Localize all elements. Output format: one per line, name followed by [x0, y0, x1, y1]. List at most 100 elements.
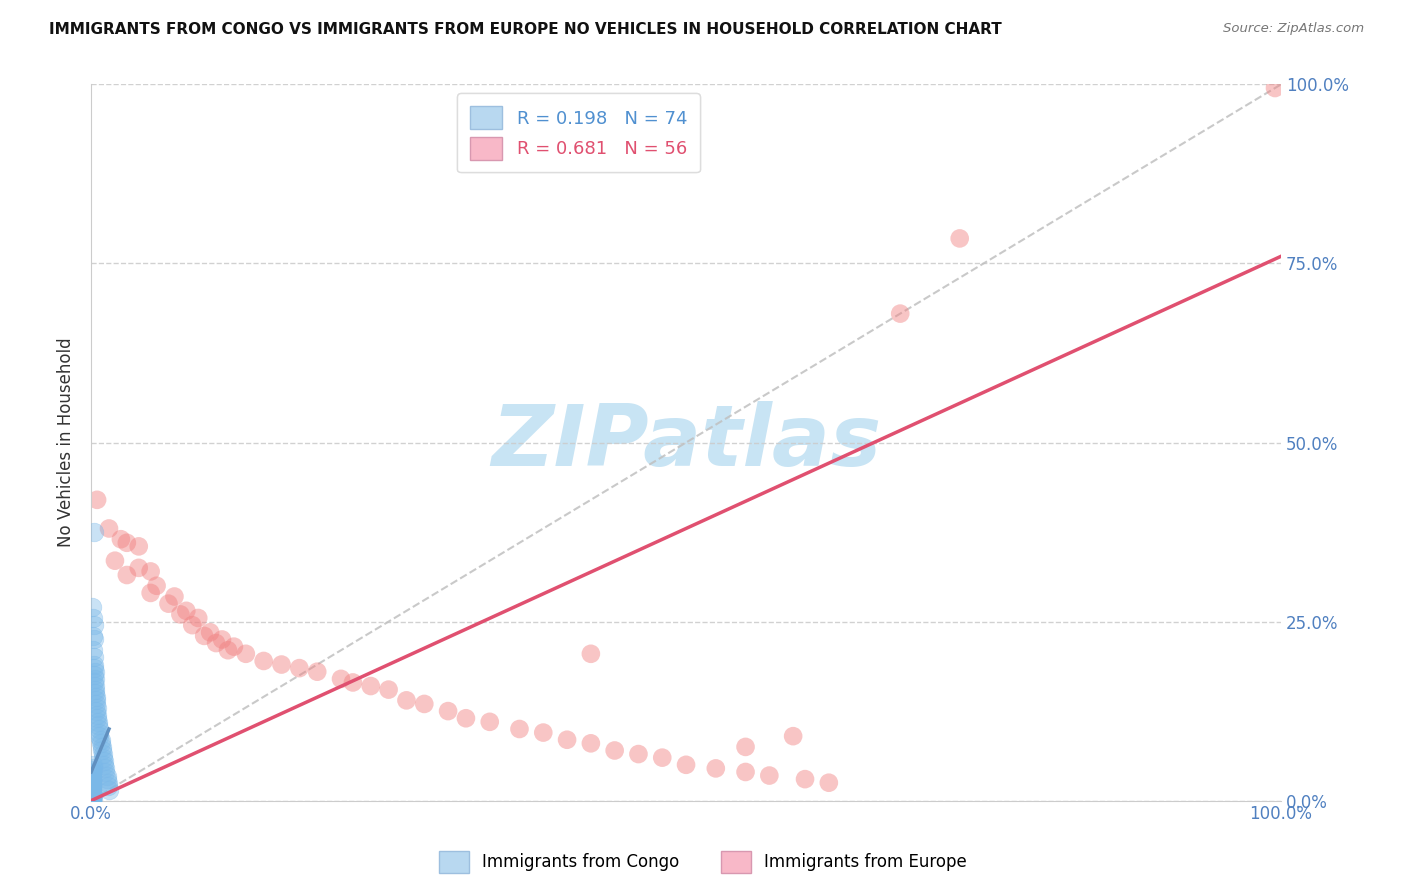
- Point: [82, 793, 104, 807]
- Point: [139, 586, 162, 600]
- Point: [89, 725, 111, 739]
- Point: [115, 536, 138, 550]
- Point: [176, 604, 198, 618]
- Point: [478, 714, 501, 729]
- Point: [80, 771, 103, 785]
- Point: [889, 307, 911, 321]
- Point: [82, 757, 104, 772]
- Point: [949, 231, 972, 245]
- Point: [288, 661, 311, 675]
- Point: [82, 772, 104, 786]
- Point: [83, 679, 105, 693]
- Point: [82, 790, 104, 805]
- Point: [734, 739, 756, 754]
- Text: IMMIGRANTS FROM CONGO VS IMMIGRANTS FROM EUROPE NO VEHICLES IN HOUSEHOLD CORRELA: IMMIGRANTS FROM CONGO VS IMMIGRANTS FROM…: [49, 22, 1002, 37]
- Point: [84, 704, 107, 718]
- Point: [80, 793, 103, 807]
- Point: [128, 540, 150, 554]
- Point: [82, 764, 104, 779]
- Point: [211, 632, 233, 647]
- Point: [193, 629, 215, 643]
- Point: [222, 640, 245, 654]
- Point: [531, 725, 554, 739]
- Point: [579, 647, 602, 661]
- Point: [98, 783, 121, 797]
- Point: [704, 761, 727, 775]
- Point: [82, 788, 104, 802]
- Point: [83, 632, 105, 647]
- Point: [115, 568, 138, 582]
- Point: [82, 787, 104, 801]
- Point: [97, 779, 120, 793]
- Point: [82, 787, 104, 801]
- Point: [342, 675, 364, 690]
- Point: [579, 736, 602, 750]
- Point: [139, 565, 162, 579]
- Text: Source: ZipAtlas.com: Source: ZipAtlas.com: [1223, 22, 1364, 36]
- Point: [84, 690, 107, 704]
- Point: [82, 611, 104, 625]
- Point: [82, 791, 104, 805]
- Point: [104, 554, 127, 568]
- Point: [817, 775, 839, 789]
- Point: [83, 524, 105, 539]
- Point: [82, 783, 104, 797]
- Point: [86, 711, 108, 725]
- Point: [86, 700, 108, 714]
- Point: [454, 711, 477, 725]
- Point: [94, 761, 117, 775]
- Point: [508, 722, 530, 736]
- Point: [555, 732, 578, 747]
- Point: [84, 693, 107, 707]
- Point: [93, 757, 115, 772]
- Point: [80, 773, 103, 788]
- Point: [82, 775, 104, 789]
- Point: [90, 743, 112, 757]
- Point: [1264, 81, 1286, 95]
- Point: [794, 772, 817, 786]
- Text: ZIPatlas: ZIPatlas: [491, 401, 882, 484]
- Point: [83, 682, 105, 697]
- Point: [82, 600, 104, 615]
- Point: [217, 643, 239, 657]
- Legend: Immigrants from Congo, Immigrants from Europe: Immigrants from Congo, Immigrants from E…: [432, 845, 974, 880]
- Point: [91, 750, 114, 764]
- Point: [82, 643, 104, 657]
- Point: [82, 787, 104, 801]
- Point: [90, 732, 112, 747]
- Point: [187, 611, 209, 625]
- Point: [377, 682, 399, 697]
- Point: [169, 607, 191, 622]
- Point: [93, 754, 115, 768]
- Point: [91, 747, 114, 761]
- Point: [330, 672, 353, 686]
- Point: [82, 768, 104, 782]
- Point: [157, 597, 180, 611]
- Point: [82, 763, 104, 777]
- Point: [758, 768, 780, 782]
- Point: [87, 718, 110, 732]
- Point: [235, 647, 257, 661]
- Point: [97, 775, 120, 789]
- Point: [413, 697, 436, 711]
- Point: [86, 707, 108, 722]
- Point: [83, 618, 105, 632]
- Point: [110, 532, 132, 546]
- Point: [84, 686, 107, 700]
- Point: [395, 693, 418, 707]
- Point: [82, 792, 104, 806]
- Point: [734, 764, 756, 779]
- Point: [82, 761, 104, 775]
- Y-axis label: No Vehicles in Household: No Vehicles in Household: [58, 338, 75, 548]
- Point: [83, 650, 105, 665]
- Point: [627, 747, 650, 761]
- Point: [82, 790, 104, 805]
- Point: [80, 766, 103, 780]
- Point: [96, 772, 118, 786]
- Point: [437, 704, 460, 718]
- Point: [83, 665, 105, 679]
- Point: [82, 789, 104, 803]
- Point: [96, 768, 118, 782]
- Point: [82, 779, 104, 793]
- Point: [198, 625, 221, 640]
